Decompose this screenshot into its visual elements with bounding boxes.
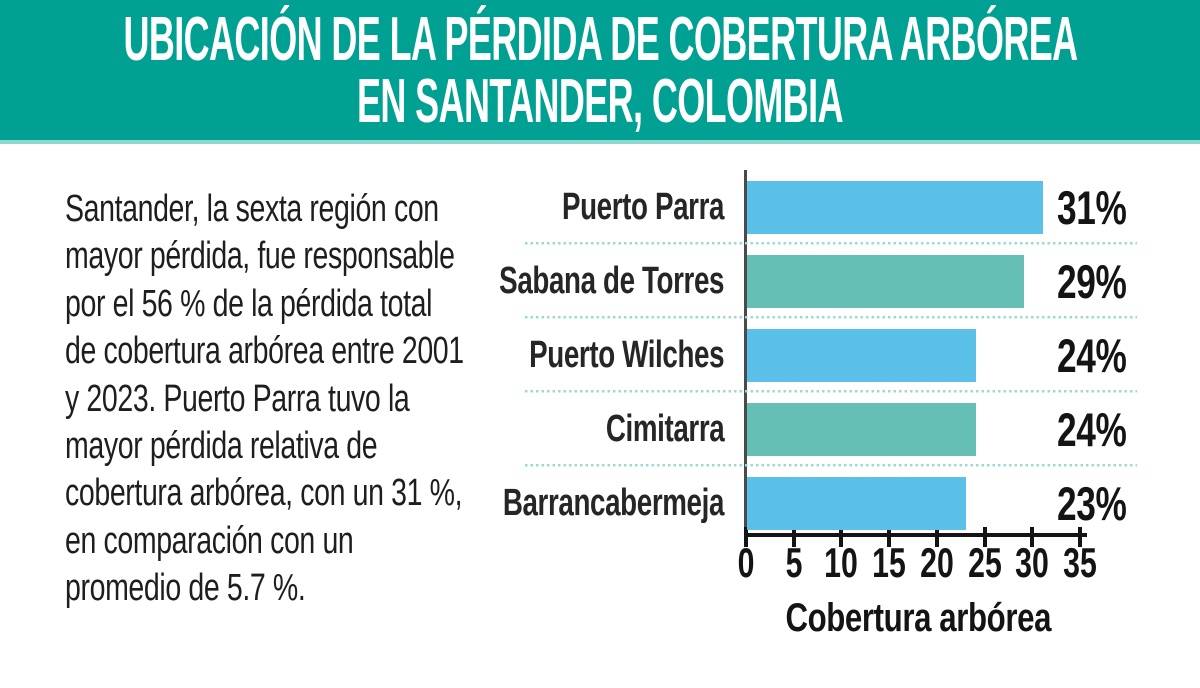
category-label-text: Sabana de Torres (499, 260, 724, 302)
row-separator (525, 316, 1137, 319)
intro-line: por el 56 % de la pérdida total (65, 282, 433, 325)
axis-tick (839, 527, 844, 547)
tick-label: 35 (1063, 539, 1097, 586)
value-label: 24% (1057, 329, 1150, 382)
row-separator (525, 242, 1137, 245)
bar-cimitarra (747, 403, 976, 456)
value-label-text: 23% (1057, 477, 1127, 530)
intro-line: mayor pérdida, fue responsable (65, 235, 455, 278)
value-label-text: 24% (1057, 329, 1127, 382)
intro-line: mayor pérdida relativa de (65, 425, 378, 468)
y-axis-line (744, 170, 747, 533)
value-label: 24% (1057, 403, 1150, 456)
x-axis-title-wrap: Cobertura arbórea (746, 596, 1091, 641)
intro-line: cobertura arbórea, con un 31 %, (65, 472, 463, 515)
intro-line: promedio de 5.7 %. (65, 567, 306, 610)
value-label: 23% (1057, 477, 1150, 530)
category-label-text: Barrancabermeja (502, 482, 725, 524)
category-label-text: Puerto Parra (561, 186, 724, 228)
axis-tick (934, 527, 939, 547)
x-axis-line (744, 533, 1087, 537)
intro-line: Santander, la sexta región con (65, 188, 439, 230)
category-label: Puerto Parra (464, 181, 724, 234)
value-label-text: 29% (1057, 255, 1127, 308)
axis-tick (1030, 527, 1035, 547)
header-band: UBICACIÓN DE LA PÉRDIDA DE COBERTURA ARB… (0, 0, 1200, 144)
bar-sabana-de-torres (747, 255, 1024, 308)
x-axis-title: Cobertura arbórea (785, 596, 1052, 640)
value-label-text: 31% (1057, 181, 1127, 234)
row-separator (525, 464, 1137, 467)
bar-barrancabermeja (747, 477, 966, 530)
category-label: Cimitarra (464, 403, 724, 456)
category-label: Sabana de Torres (464, 255, 724, 308)
category-label: Barrancabermeja (464, 477, 725, 530)
tick-label: 5 (785, 539, 803, 586)
intro-line: en comparación con un (65, 519, 354, 562)
value-label: 31% (1057, 181, 1150, 234)
axis-tick (887, 527, 892, 547)
intro-line: y 2023. Puerto Parra tuvo la (65, 377, 410, 420)
page-title-line-1: UBICACIÓN DE LA PÉRDIDA DE COBERTURA ARB… (122, 5, 1078, 74)
intro-line: de cobertura arbórea entre 2001 (65, 330, 464, 373)
category-label: Puerto Wilches (464, 329, 724, 382)
axis-tick (982, 527, 987, 547)
axis-tick (791, 527, 796, 547)
category-label-text: Puerto Wilches (528, 334, 724, 376)
tick-label: 20 (920, 539, 954, 586)
value-label: 29% (1057, 255, 1150, 308)
tick-label: 0 (737, 539, 755, 586)
row-separator (525, 390, 1137, 393)
value-label-text: 24% (1057, 403, 1127, 456)
tick-label: 10 (824, 539, 859, 586)
axis-tick (1077, 527, 1082, 547)
bar-puerto-wilches (747, 329, 976, 382)
tick-label: 15 (872, 539, 906, 586)
intro-paragraph: Santander, la sexta región con mayor pérd… (65, 186, 585, 613)
bar-puerto-parra (747, 181, 1043, 234)
page-title-line-2: EN SANTANDER, COLOMBIA (356, 67, 844, 136)
category-label-text: Cimitarra (605, 408, 724, 450)
tick-label: 25 (967, 539, 1002, 586)
tick-label: 30 (1015, 539, 1050, 586)
axis-tick (744, 527, 748, 547)
